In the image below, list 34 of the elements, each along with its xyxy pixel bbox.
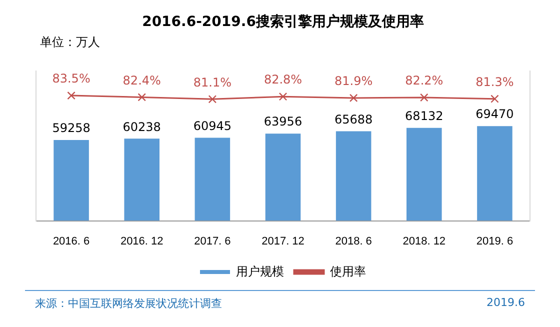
data-label: 82.4% (122, 73, 161, 88)
x-tick-label: 2017. 12 (262, 235, 304, 248)
x-tick-label: 2017. 6 (194, 235, 231, 248)
data-label: 81.9% (334, 74, 373, 88)
data-label: 59258 (52, 121, 90, 136)
bar (194, 138, 230, 221)
data-label: 83.5% (52, 72, 90, 86)
bar (336, 131, 372, 221)
x-tick-label: 2018. 12 (402, 235, 446, 248)
legend-label: 使用率 (330, 264, 366, 278)
chart-title: 2016.6-2019.6搜索引擎用户规模及使用率 (142, 13, 424, 30)
data-label: 69470 (476, 107, 514, 122)
text: 单位：万人 (40, 34, 100, 51)
x-tick-label: 2016. 12 (120, 235, 164, 248)
data-label: 82.2% (405, 74, 444, 88)
x-tick-label: 2016. 6 (52, 235, 90, 248)
data-label: 81.1% (193, 75, 232, 90)
bar (477, 126, 512, 221)
data-label: 68132 (405, 109, 444, 124)
x-tick-label: 2018. 6 (335, 235, 372, 248)
bar (265, 134, 301, 221)
data-label: 82.8% (264, 72, 302, 87)
bar (406, 128, 442, 221)
text: 2019.6 (486, 296, 525, 309)
data-label: 81.3% (476, 74, 514, 89)
data-label: 65688 (334, 112, 373, 126)
legend-label: 用户规模 (236, 264, 284, 278)
data-label: 60238 (122, 120, 161, 134)
source-note: 来源：中国互联网络发展状况统计调查 (35, 296, 222, 311)
bar (54, 140, 89, 221)
bar (124, 138, 160, 221)
data-label: 63956 (264, 114, 302, 129)
x-tick-label: 2019. 6 (476, 235, 514, 248)
data-label: 60945 (193, 118, 232, 133)
